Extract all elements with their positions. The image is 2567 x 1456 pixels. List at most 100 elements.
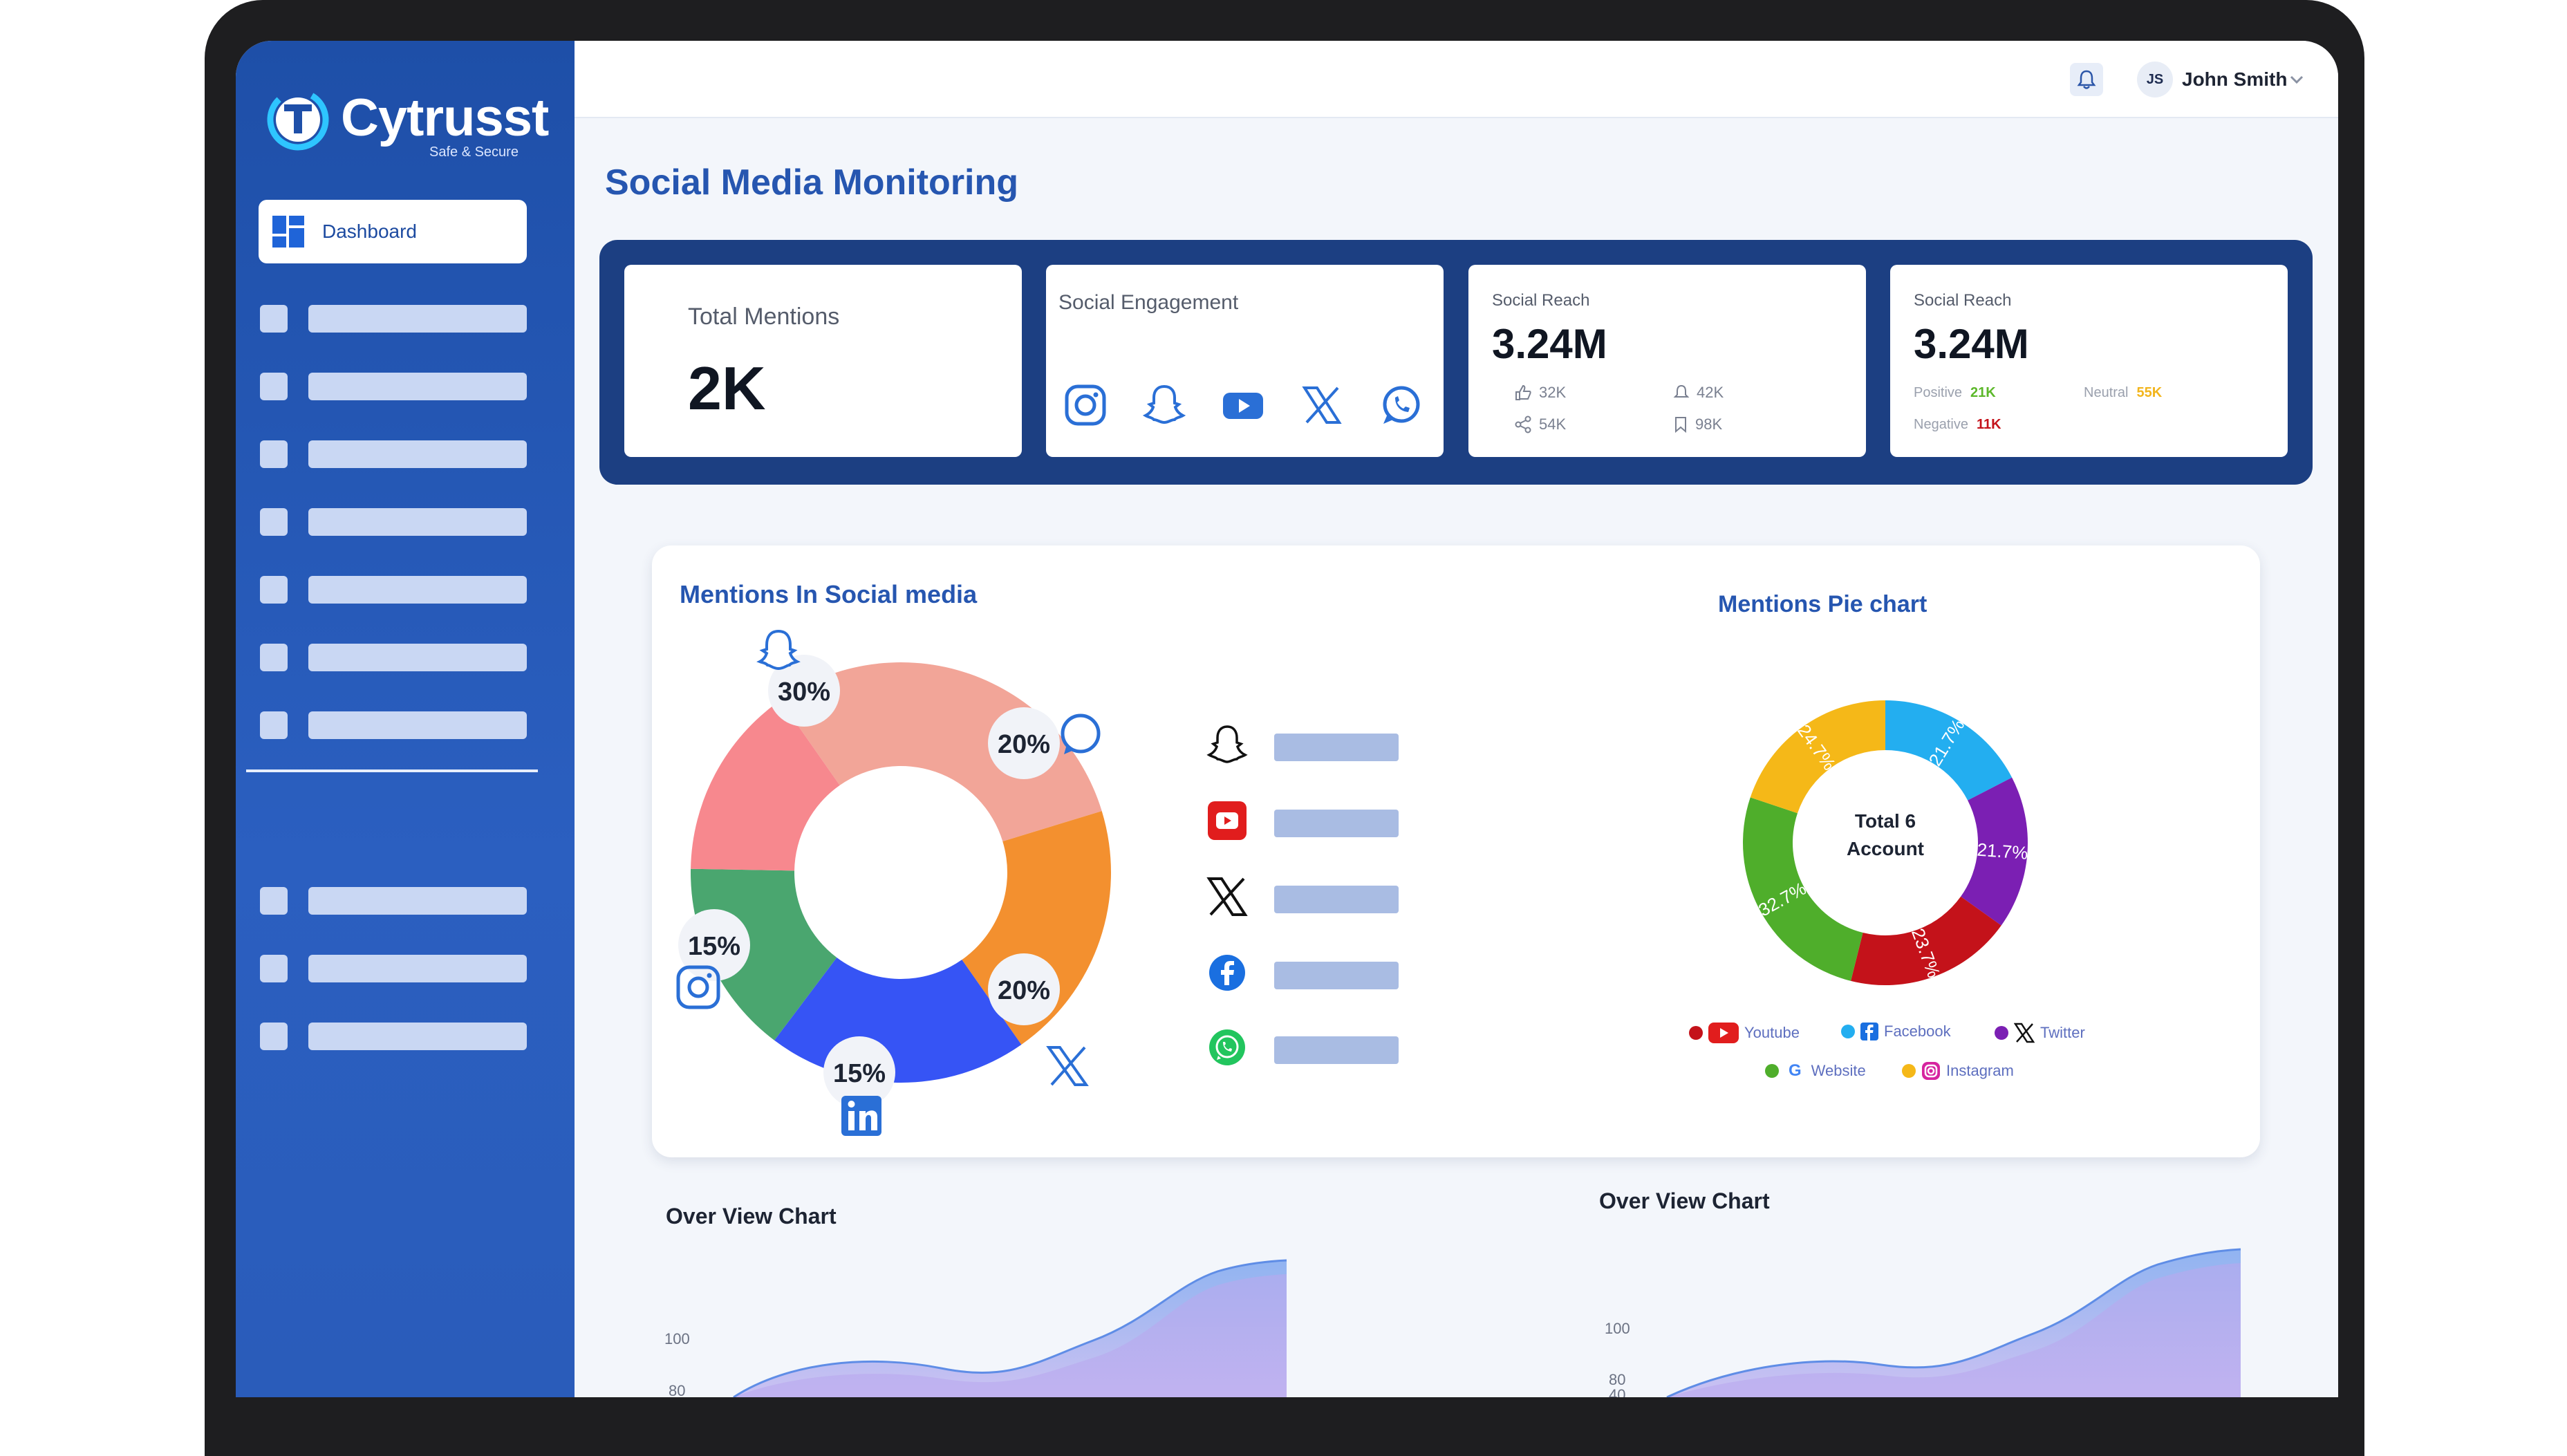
youtube-icon[interactable] xyxy=(1219,381,1267,429)
kpi-band: Total Mentions 2K Social Engagement xyxy=(599,240,2313,485)
chevron-down-icon[interactable] xyxy=(2288,66,2306,93)
sidebar-divider xyxy=(246,769,538,772)
bookmark-icon xyxy=(1675,417,1686,433)
avatar[interactable]: JS xyxy=(2137,62,2173,97)
kpi-social-engagement[interactable]: Social Engagement xyxy=(1046,265,1444,457)
bell-icon xyxy=(2077,70,2096,89)
pct-instagram: 15% xyxy=(688,932,740,961)
x-icon[interactable] xyxy=(1298,381,1346,429)
instagram-icon xyxy=(1922,1062,1940,1080)
y-tick: 80 xyxy=(1609,1371,1625,1388)
facebook-icon xyxy=(1209,955,1245,991)
nav-icon-placeholder xyxy=(260,887,288,915)
pie-center-line2: Account xyxy=(1847,838,1924,859)
pie-legend-facebook[interactable]: Facebook xyxy=(1841,1023,1951,1040)
sidebar: Cytrusst Safe & Secure Dashboard xyxy=(236,41,575,1397)
kpi-value: 2K xyxy=(688,354,766,422)
kpi-label: Social Reach xyxy=(1492,291,1590,310)
negative-label: Negative xyxy=(1914,417,1968,432)
pie-legend-instagram[interactable]: Instagram xyxy=(1902,1061,2014,1081)
line-series xyxy=(733,1259,1287,1397)
kpi-total-mentions[interactable]: Total Mentions 2K xyxy=(624,265,1022,457)
label-instagram: 15% xyxy=(678,909,750,981)
sidebar-item-placeholder[interactable] xyxy=(260,644,527,671)
legend-item-snapchat[interactable] xyxy=(1205,722,1426,767)
saves-stat: 98K xyxy=(1673,416,1722,433)
sidebar-item-placeholder[interactable] xyxy=(260,1023,527,1050)
notifications-value: 42K xyxy=(1697,384,1724,401)
kpi-label: Total Mentions xyxy=(688,304,840,330)
legend-item-whatsapp[interactable] xyxy=(1205,1025,1426,1070)
sidebar-item-placeholder[interactable] xyxy=(260,711,527,739)
nav-icon-placeholder xyxy=(260,576,288,604)
legend-item-facebook[interactable] xyxy=(1205,951,1426,995)
sidebar-item-placeholder[interactable] xyxy=(260,955,527,982)
top-bar: JS John Smith xyxy=(575,41,2338,118)
sidebar-item-placeholder[interactable] xyxy=(260,440,527,468)
positive-label: Positive xyxy=(1914,385,1963,400)
legend-item-x[interactable] xyxy=(1205,875,1426,919)
nav-label-placeholder xyxy=(308,440,527,468)
nav-icon-placeholder xyxy=(260,955,288,982)
sidebar-item-dashboard[interactable]: Dashboard xyxy=(259,200,527,263)
legend-dot xyxy=(1841,1025,1855,1038)
positive-value: 21K xyxy=(1970,385,1996,400)
notification-button[interactable] xyxy=(2070,63,2103,96)
sidebar-item-placeholder[interactable] xyxy=(260,373,527,400)
nav-label-placeholder xyxy=(308,373,527,400)
x-icon xyxy=(2014,1023,2035,1043)
brand-logo[interactable]: Cytrusst Safe & Secure xyxy=(263,84,549,160)
google-icon: G xyxy=(1789,1061,1802,1080)
legend-item-youtube[interactable] xyxy=(1205,799,1426,843)
kpi-label: Social Reach xyxy=(1914,291,2012,310)
pie-legend-youtube[interactable]: Youtube xyxy=(1689,1023,1800,1043)
whatsapp-icon xyxy=(1061,713,1101,754)
legend-dot xyxy=(1765,1064,1779,1078)
pie-label-youtube: 23.7% xyxy=(1907,926,1945,981)
nav-icon-placeholder xyxy=(260,508,288,536)
nav-icon-placeholder xyxy=(260,305,288,333)
sidebar-item-placeholder[interactable] xyxy=(260,887,527,915)
sidebar-item-placeholder[interactable] xyxy=(260,508,527,536)
legend-dot xyxy=(1995,1026,2008,1040)
y-tick: 40 xyxy=(1609,1386,1625,1397)
sidebar-item-placeholder[interactable] xyxy=(260,305,527,333)
likes-value: 32K xyxy=(1539,384,1567,401)
pie-slice-youtube xyxy=(1851,896,2001,985)
kpi-value: 3.24M xyxy=(1492,321,1607,367)
pie-legend-website[interactable]: G Website xyxy=(1765,1061,1866,1081)
kpi-value: 3.24M xyxy=(1914,321,2029,367)
instagram-icon[interactable] xyxy=(1061,381,1110,429)
kpi-social-reach[interactable]: Social Reach 3.24M 32K 42K 54K 98K xyxy=(1468,265,1866,457)
pie-chart-title: Mentions Pie chart xyxy=(1718,591,1927,617)
nav-icon-placeholder xyxy=(260,1023,288,1050)
snapchat-icon[interactable] xyxy=(1140,381,1188,429)
sidebar-item-label: Dashboard xyxy=(322,221,417,242)
sidebar-item-placeholder[interactable] xyxy=(260,576,527,604)
whatsapp-icon[interactable] xyxy=(1376,381,1425,429)
legend-label-placeholder xyxy=(1274,1036,1399,1064)
legend-label-placeholder xyxy=(1274,962,1399,989)
pct-x: 20% xyxy=(998,976,1050,1005)
brand-name: Cytrusst xyxy=(341,88,549,147)
legend-dot xyxy=(1902,1064,1916,1078)
legend-label-placeholder xyxy=(1274,734,1399,761)
bell-icon xyxy=(1673,384,1690,398)
neutral-stat: Neutral 55K xyxy=(2084,385,2162,401)
whatsapp-icon xyxy=(1209,1029,1245,1065)
app-screen: Cytrusst Safe & Secure Dashboard xyxy=(236,41,2338,1397)
linkedin-icon xyxy=(841,1096,881,1136)
youtube-icon xyxy=(1208,801,1247,840)
legend-label: Instagram xyxy=(1946,1062,2014,1079)
pie-legend-twitter[interactable]: Twitter xyxy=(1995,1023,2085,1043)
dashboard-icon xyxy=(272,216,304,248)
legend-label: Twitter xyxy=(2040,1024,2085,1041)
nav-icon-placeholder xyxy=(260,373,288,400)
kpi-social-reach-sentiment[interactable]: Social Reach 3.24M Positive 21K Neutral 55… xyxy=(1890,265,2288,457)
user-name[interactable]: John Smith xyxy=(2182,68,2288,90)
area-series xyxy=(734,1274,1287,1397)
legend-label-placeholder xyxy=(1274,886,1399,913)
line-series xyxy=(1666,1248,2241,1397)
donut-slice-instagram xyxy=(691,700,840,871)
overview-chart-title: Over View Chart xyxy=(1599,1188,1770,1213)
